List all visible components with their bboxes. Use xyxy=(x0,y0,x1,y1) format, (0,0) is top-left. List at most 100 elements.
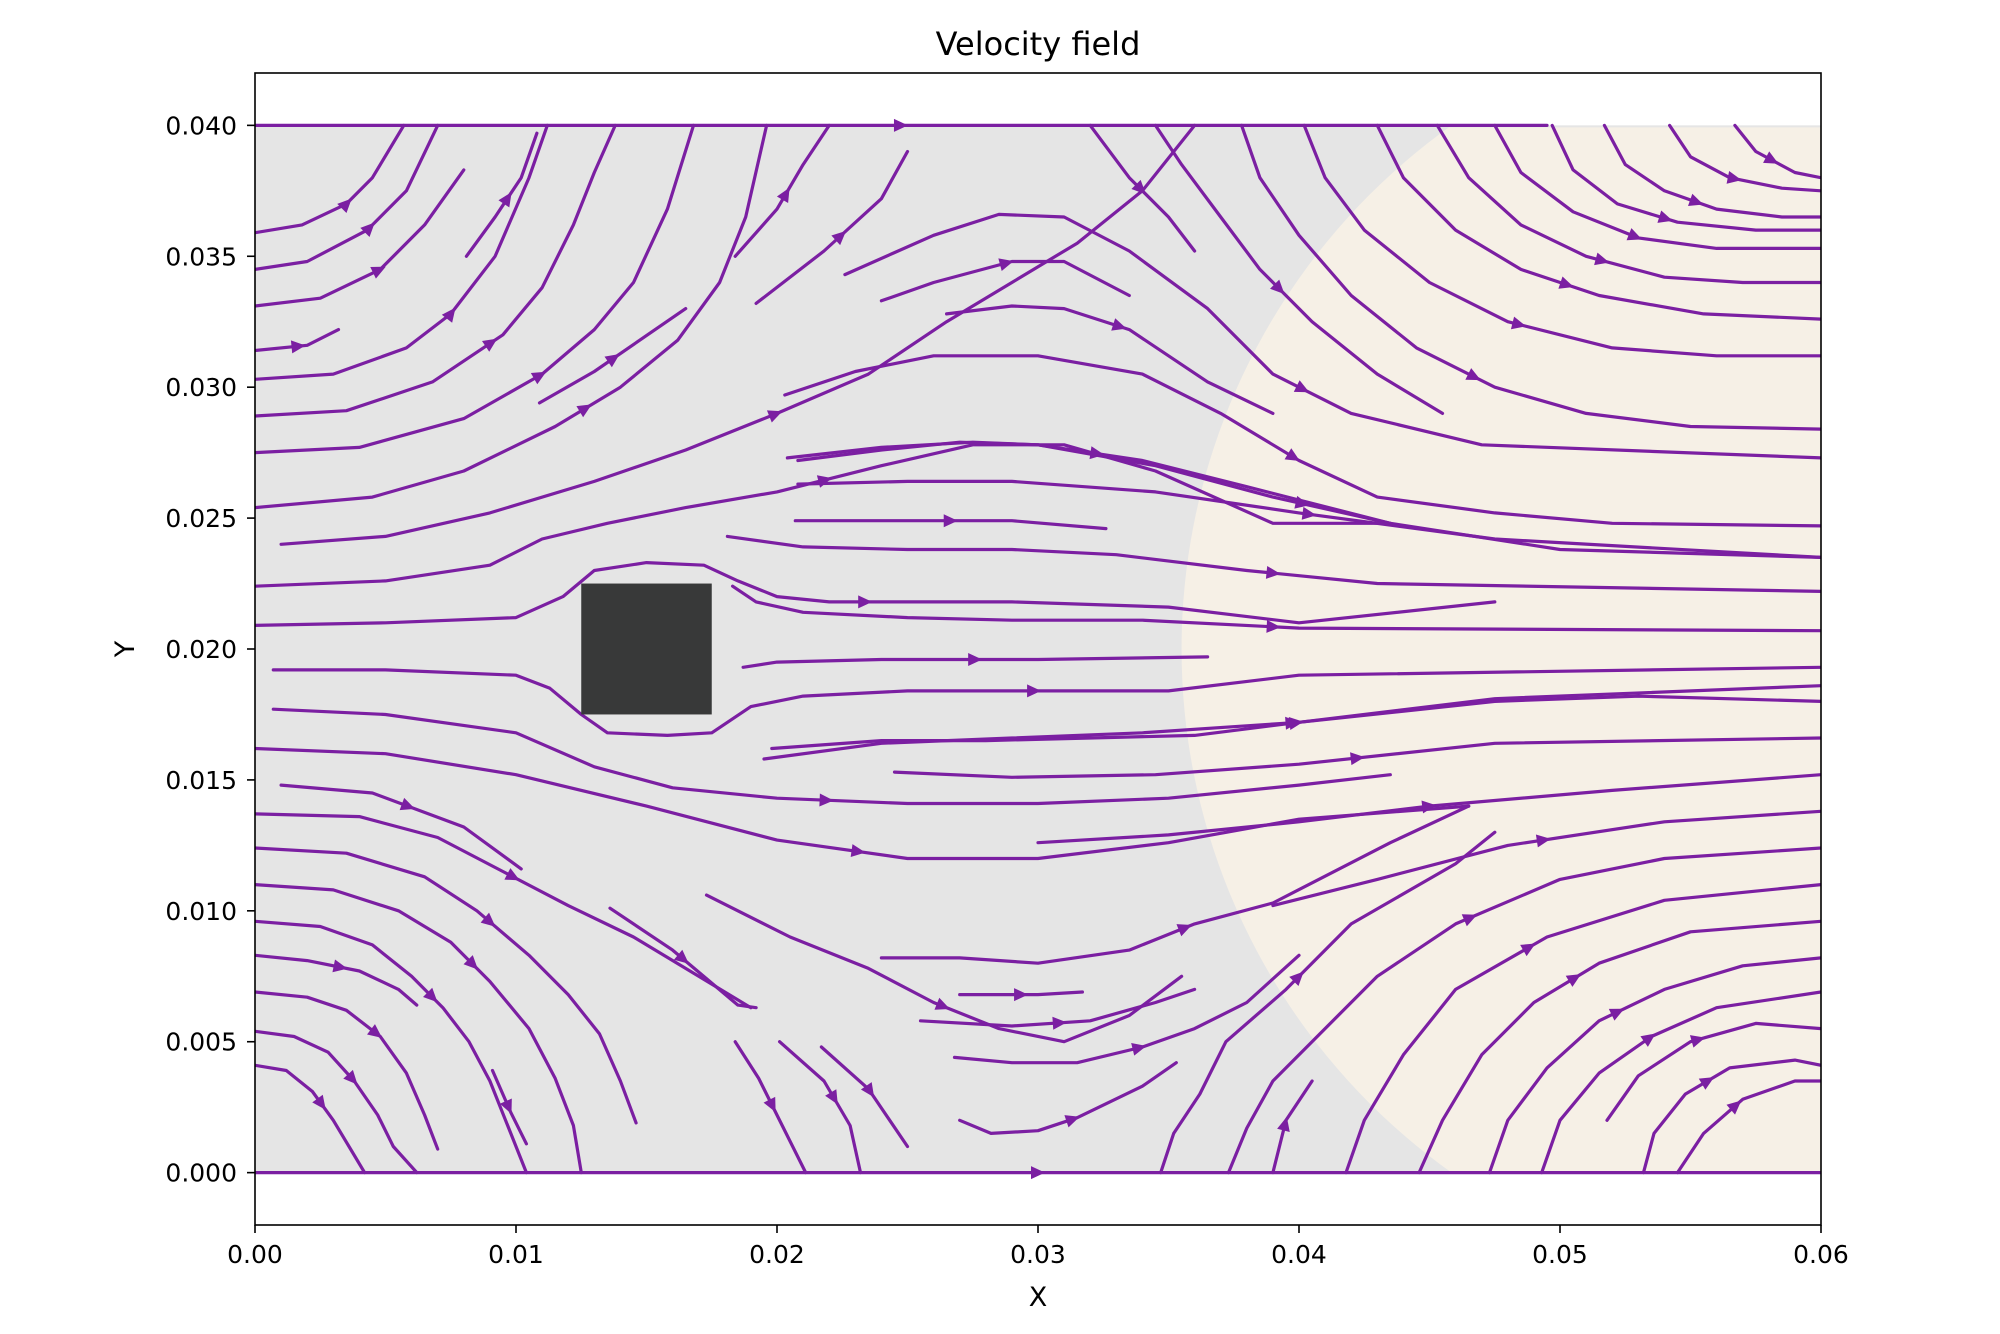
streamline xyxy=(741,655,1210,669)
streamline-arrow xyxy=(1461,914,1478,927)
streamline-arrow xyxy=(1293,380,1310,393)
streamline-arrow xyxy=(763,1096,776,1113)
streamline-arrow xyxy=(1089,446,1105,460)
streamline-arrow xyxy=(498,192,512,208)
streamline xyxy=(537,307,688,405)
streamline-arrow xyxy=(673,949,689,964)
streamline xyxy=(271,707,1392,806)
streamline xyxy=(255,846,638,1125)
streamline-arrow xyxy=(1657,210,1673,223)
streamline-arrow xyxy=(1421,800,1437,814)
streamline-arrow xyxy=(480,912,496,927)
streamline xyxy=(1240,123,1821,431)
streamline xyxy=(843,212,1821,460)
streamline xyxy=(271,665,1821,737)
streamline xyxy=(725,534,1821,593)
streamline-arrow xyxy=(1763,151,1779,164)
streamline-arrow xyxy=(463,955,479,970)
streamline-arrow xyxy=(1131,1042,1147,1056)
y-tick-label: 0.035 xyxy=(165,242,237,271)
streamline xyxy=(255,953,419,1007)
streamline-arrow xyxy=(831,230,847,246)
streamline-arrow xyxy=(850,844,866,858)
streamline xyxy=(1493,123,1821,250)
streamlines xyxy=(255,118,1821,1180)
streamline-arrow xyxy=(399,797,416,811)
streamline-arrow xyxy=(1277,1116,1290,1132)
streamline xyxy=(892,736,1821,779)
high-speed-region xyxy=(1181,127,1821,1171)
streamline-arrow xyxy=(1510,316,1527,330)
streamline xyxy=(1302,123,1821,358)
y-tick-label: 0.000 xyxy=(165,1159,237,1188)
streamline-arrow xyxy=(943,514,958,528)
streamline xyxy=(796,479,1821,559)
x-tick-label: 0.05 xyxy=(1532,1240,1588,1269)
x-tick-label: 0.03 xyxy=(1010,1240,1066,1269)
streamline-arrow xyxy=(934,997,950,1010)
streamline xyxy=(255,123,617,418)
streamline xyxy=(255,561,1497,627)
streamline xyxy=(945,304,1275,415)
streamline xyxy=(918,987,1197,1028)
y-tick-label: 0.015 xyxy=(165,766,237,795)
streamline-arrow xyxy=(1626,228,1642,241)
streamline-arrow xyxy=(893,118,908,132)
streamline xyxy=(279,783,523,871)
streamline-arrow xyxy=(1558,276,1574,289)
streamline-arrow xyxy=(343,1069,358,1085)
streamline-arrow xyxy=(312,1094,326,1110)
streamline xyxy=(762,684,1821,761)
streamline-arrow xyxy=(1027,684,1042,698)
streamline-arrow xyxy=(441,307,456,323)
streamline-arrow xyxy=(1465,368,1481,381)
streamline xyxy=(255,328,341,353)
streamline-arrow xyxy=(1270,279,1285,295)
y-tick-label: 0.040 xyxy=(165,111,237,140)
y-axis-label: Y xyxy=(110,640,141,658)
streamline-arrow xyxy=(332,959,348,973)
streamline xyxy=(958,990,1084,997)
y-axis-ticks: 0.000 0.005 0.010 0.015 0.020 0.025 0.030 0.035… xyxy=(165,111,255,1188)
chart-title: Velocity field xyxy=(936,25,1141,63)
streamline xyxy=(1036,773,1821,845)
streamline-arrow xyxy=(290,340,306,354)
streamline-arrow xyxy=(1688,193,1704,206)
streamline-arrow xyxy=(1052,1016,1067,1030)
streamline-arrow xyxy=(530,371,547,385)
streamline-arrow xyxy=(604,353,620,368)
streamline xyxy=(1487,956,1821,1175)
x-axis-ticks: 0.00 0.01 0.02 0.03 0.04 0.05 0.06 xyxy=(227,1225,1849,1269)
streamline xyxy=(1271,809,1821,908)
streamline xyxy=(796,440,1392,525)
streamline-arrow xyxy=(860,1082,875,1098)
y-tick-label: 0.030 xyxy=(165,373,237,402)
y-tick-label: 0.025 xyxy=(165,504,237,533)
streamline xyxy=(279,123,1197,546)
streamline-arrow xyxy=(998,258,1014,271)
streamline xyxy=(1435,123,1821,285)
streamline-arrow xyxy=(1520,943,1536,957)
streamline-arrow xyxy=(858,595,873,609)
streamline xyxy=(255,883,583,1175)
streamline-arrow xyxy=(499,1098,512,1114)
x-tick-label: 0.04 xyxy=(1271,1240,1327,1269)
streamline-arrow xyxy=(1064,1115,1080,1128)
streamline xyxy=(733,123,831,258)
streamline-arrow xyxy=(1689,1035,1706,1048)
streamline-arrow xyxy=(367,1024,383,1038)
streamline xyxy=(1550,123,1821,232)
streamline xyxy=(255,812,753,1010)
streamline-arrow xyxy=(1565,974,1582,987)
streamline xyxy=(255,746,1471,861)
streamline xyxy=(754,149,910,305)
streamline xyxy=(255,123,769,510)
streamline xyxy=(1605,1021,1821,1122)
streamline-arrow xyxy=(1289,971,1304,987)
streamline xyxy=(1540,990,1821,1175)
y-tick-label: 0.010 xyxy=(165,897,237,926)
streamline-arrow xyxy=(1640,1033,1656,1047)
streamline-arrow xyxy=(1535,834,1551,848)
x-tick-label: 0.01 xyxy=(488,1240,544,1269)
